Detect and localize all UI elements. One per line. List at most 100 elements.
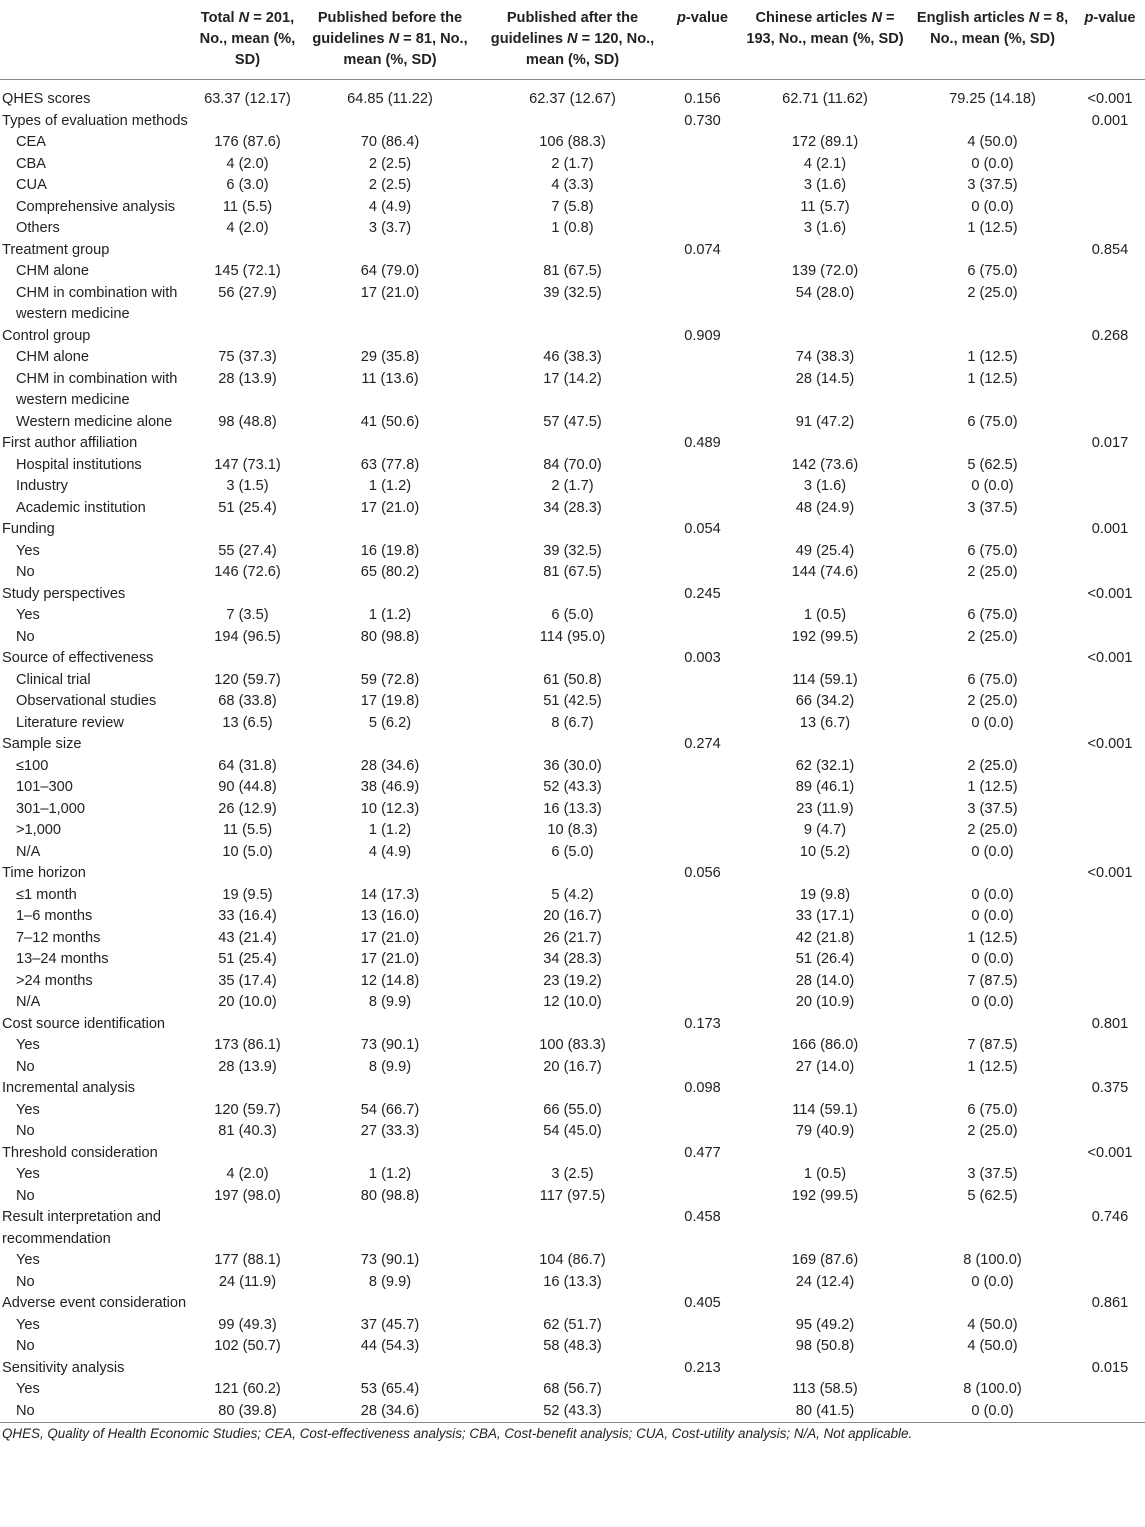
cell: 4 (2.0) xyxy=(226,155,269,172)
cell xyxy=(740,1078,910,1100)
cell: 0.477 xyxy=(684,1144,721,1161)
cell: 0 (0.0) xyxy=(971,886,1014,903)
cell xyxy=(480,433,665,455)
cell: 46 (38.3) xyxy=(543,349,602,365)
cell xyxy=(480,1358,665,1380)
section-row: Funding 0.054 0.001 xyxy=(0,519,1145,541)
row-label: Yes xyxy=(16,1381,40,1397)
cell xyxy=(480,519,665,541)
cell: 80 (39.8) xyxy=(218,1402,277,1419)
cell: 49 (25.4) xyxy=(795,542,855,559)
cell: 12 (10.0) xyxy=(543,994,602,1010)
cell: <0.001 xyxy=(1087,650,1133,666)
sub-row: No 102 (50.7) 44 (54.3) 58 (48.3) 98 (50.8) 4… xyxy=(0,1336,1145,1358)
sub-row: CEA 176 (87.6) 70 (86.4) 106 (88.3) 172 (89.… xyxy=(0,132,1145,154)
cell xyxy=(300,1014,480,1036)
row-label: 301–1,000 xyxy=(16,800,85,817)
cell: 64 (31.8) xyxy=(218,757,277,774)
cell xyxy=(1075,175,1145,197)
row-label: Industry xyxy=(16,478,68,494)
cell xyxy=(740,1014,910,1036)
cell: 194 (96.5) xyxy=(214,628,281,645)
cell: 20 (10.9) xyxy=(795,994,855,1010)
cell xyxy=(740,584,910,606)
cell: 0 (0.0) xyxy=(971,198,1014,215)
cell xyxy=(665,455,740,477)
cell xyxy=(665,713,740,735)
cell: 59 (72.8) xyxy=(360,671,420,688)
section-label: Cost source identification xyxy=(2,1015,166,1032)
cell: 0.274 xyxy=(684,736,721,752)
header-text: Total xyxy=(200,10,239,26)
cell: 55 (27.4) xyxy=(218,542,277,559)
header-cell: p-value xyxy=(665,0,740,80)
header-cell xyxy=(0,0,195,80)
row-label: No xyxy=(16,1123,35,1139)
cell: 2 (25.0) xyxy=(967,1123,1018,1139)
cell xyxy=(665,971,740,993)
cell xyxy=(910,433,1075,455)
row-label: >1,000 xyxy=(16,822,62,838)
cell xyxy=(910,1143,1075,1165)
sub-row: Hospital institutions 147 (73.1) 63 (77.8)… xyxy=(0,455,1145,477)
cell: 0.001 xyxy=(1091,112,1129,129)
cell xyxy=(1075,971,1145,993)
cell xyxy=(1075,1250,1145,1272)
cell xyxy=(300,326,480,348)
cell xyxy=(300,1078,480,1100)
cell xyxy=(1075,605,1145,627)
cell: 14 (17.3) xyxy=(360,886,420,903)
cell xyxy=(665,132,740,154)
cell xyxy=(195,519,300,541)
cell: <0.001 xyxy=(1087,865,1133,881)
section-row: Treatment group 0.074 0.854 xyxy=(0,240,1145,262)
cell: 0.056 xyxy=(684,865,721,881)
cell: 39 (32.5) xyxy=(543,284,602,301)
cell xyxy=(665,756,740,778)
cell: 4 (50.0) xyxy=(967,1338,1018,1354)
cell: <0.001 xyxy=(1087,91,1133,107)
header-italic: p xyxy=(1084,10,1094,26)
cell xyxy=(1075,1057,1145,1079)
cell xyxy=(665,1121,740,1143)
cell xyxy=(1075,412,1145,434)
cell xyxy=(1075,670,1145,692)
cell: 41 (50.6) xyxy=(360,413,420,430)
cell xyxy=(1075,713,1145,735)
cell xyxy=(910,1358,1075,1380)
cell: 51 (25.4) xyxy=(218,499,277,516)
cell xyxy=(300,863,480,885)
cell: 6 (75.0) xyxy=(967,1101,1018,1118)
cell xyxy=(740,863,910,885)
cell: 34 (28.3) xyxy=(543,499,602,516)
cell: 80 (41.5) xyxy=(795,1402,855,1419)
sub-row: No 80 (39.8) 28 (34.6) 52 (43.3) 80 (41.5) 0 … xyxy=(0,1401,1145,1423)
cell: 1 (12.5) xyxy=(967,220,1018,236)
cell xyxy=(195,326,300,348)
cell: 8 (100.0) xyxy=(963,1381,1022,1397)
cell xyxy=(910,584,1075,606)
sub-row: CBA 4 (2.0) 2 (2.5) 2 (1.7) 4 (2.1) 0 (0.0) xyxy=(0,154,1145,176)
cell: 68 (56.7) xyxy=(543,1381,602,1397)
sub-row: Yes 55 (27.4) 16 (19.8) 39 (32.5) 49 (25.4) 6… xyxy=(0,541,1145,563)
cell: 19 (9.8) xyxy=(799,886,851,903)
cell: 33 (17.1) xyxy=(795,908,855,924)
cell: 74 (38.3) xyxy=(795,349,855,365)
cell: 73 (90.1) xyxy=(360,1252,420,1268)
cell: 2 (25.0) xyxy=(967,693,1018,709)
cell: 6 (75.0) xyxy=(967,263,1018,279)
cell xyxy=(1075,1035,1145,1057)
cell: 4 (2.0) xyxy=(226,220,269,236)
cell xyxy=(300,433,480,455)
header-cell: Published before the guidelines N = 81, … xyxy=(300,0,480,80)
cell: 0.909 xyxy=(684,327,721,344)
cell xyxy=(1075,820,1145,842)
cell: 5 (4.2) xyxy=(551,886,594,903)
cell xyxy=(740,433,910,455)
cell: 75 (37.3) xyxy=(218,349,277,365)
cell: 37 (45.7) xyxy=(360,1316,420,1333)
row-label: No xyxy=(16,564,35,580)
cell xyxy=(1075,154,1145,176)
cell: 63 (77.8) xyxy=(360,456,420,473)
sub-row: ≤100 64 (31.8) 28 (34.6) 36 (30.0) 62 (32.1)… xyxy=(0,756,1145,778)
